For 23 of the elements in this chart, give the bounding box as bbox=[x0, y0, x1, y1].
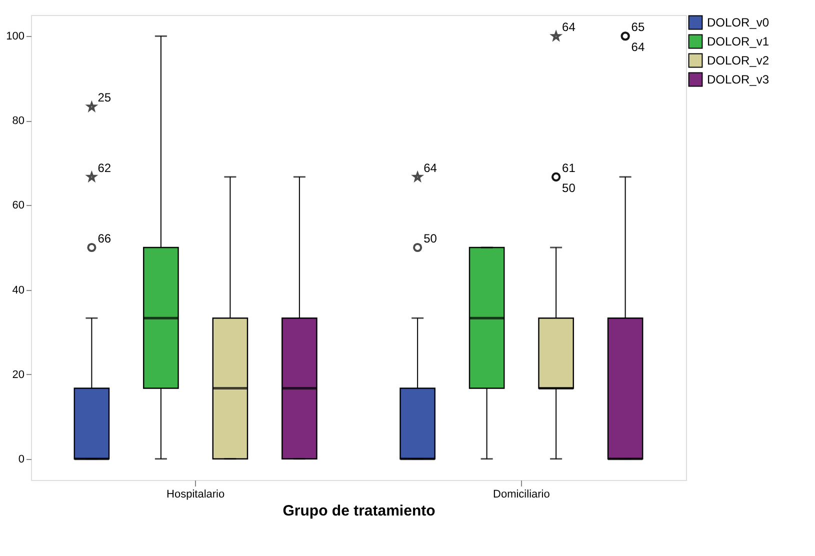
y-tick-label: 20 bbox=[12, 368, 24, 381]
annotation: 66 bbox=[98, 232, 112, 246]
y-tick-label: 80 bbox=[12, 115, 24, 128]
annotation: 64 bbox=[424, 160, 438, 175]
x-axis-title: Grupo de tratamiento bbox=[282, 502, 436, 520]
annotation: 50 bbox=[562, 180, 576, 195]
annotation: 64 bbox=[562, 20, 576, 34]
annotation: 61 bbox=[562, 160, 576, 175]
y-tick-label: 60 bbox=[12, 200, 24, 212]
legend-label: DOLOR_v2 bbox=[707, 54, 770, 68]
x-tick-label: Domiciliario bbox=[493, 488, 550, 500]
annotation: 50 bbox=[424, 232, 438, 246]
y-tick-label: 0 bbox=[18, 453, 24, 466]
legend-label: DOLOR_v3 bbox=[707, 72, 770, 86]
legend-label: DOLOR_v1 bbox=[707, 34, 770, 48]
legend-label: DOLOR_v0 bbox=[707, 16, 770, 30]
annotation: 62 bbox=[98, 160, 112, 175]
x-tick-label: Hospitalario bbox=[166, 488, 225, 500]
annotation: 25 bbox=[98, 90, 112, 105]
y-tick-label: 40 bbox=[12, 284, 24, 296]
annotation: 65 bbox=[631, 20, 645, 34]
annotation: 64 bbox=[631, 40, 645, 54]
y-tick-label: 100 bbox=[6, 30, 24, 43]
